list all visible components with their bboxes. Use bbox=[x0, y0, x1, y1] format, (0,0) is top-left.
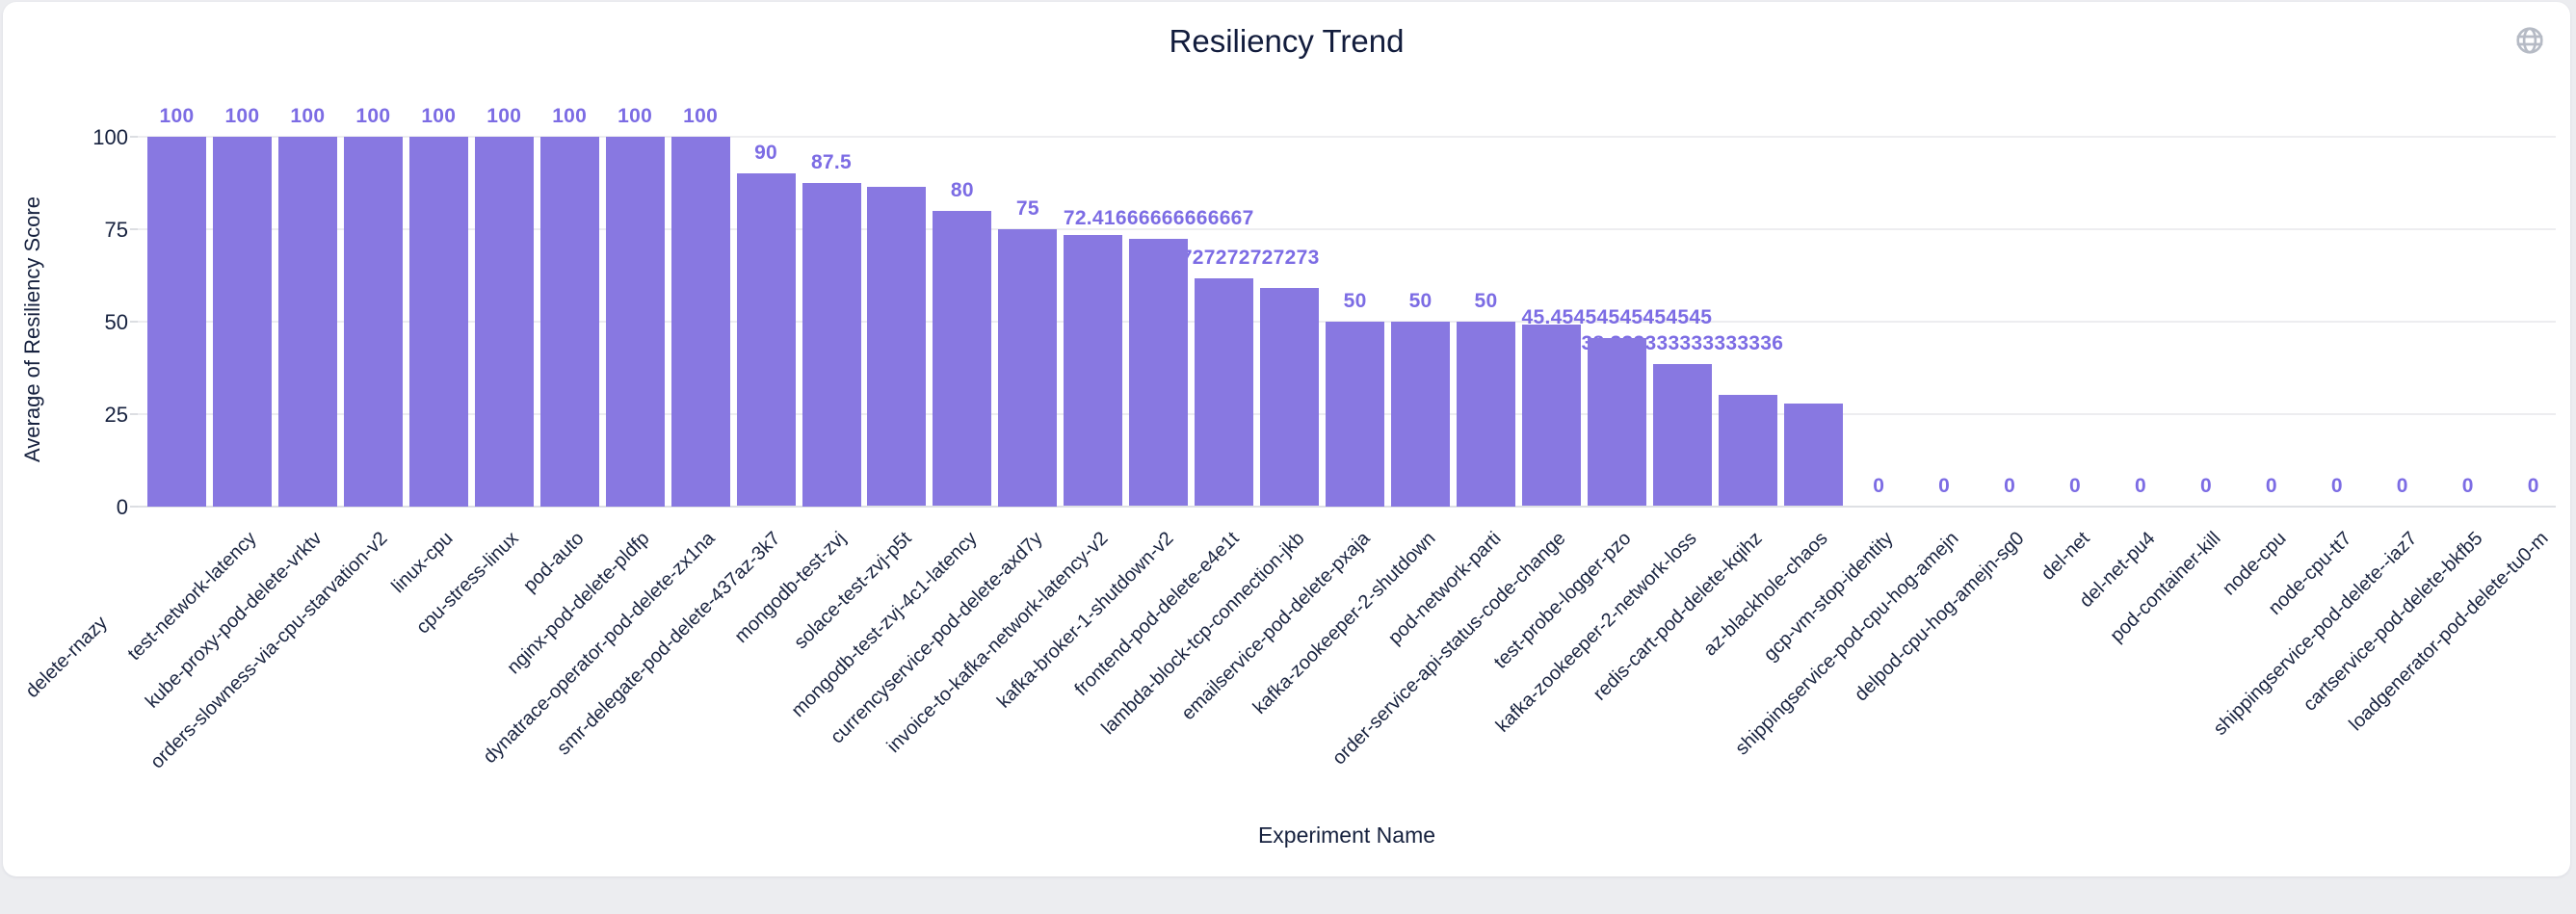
bar[interactable] bbox=[867, 187, 927, 507]
bar[interactable] bbox=[605, 137, 665, 507]
bar[interactable] bbox=[539, 137, 599, 507]
bar-value-label: 100 bbox=[486, 105, 522, 127]
bar-value-label: 75 bbox=[1015, 196, 1039, 220]
gridline bbox=[138, 227, 2556, 230]
y-tick-mark bbox=[130, 136, 138, 138]
bar-value-label: 100 bbox=[290, 105, 326, 127]
y-axis-tick-label: 100 bbox=[92, 125, 128, 149]
bar[interactable] bbox=[933, 210, 992, 507]
bar-value-label: 0 bbox=[2265, 474, 2277, 497]
bar-value-label: 100 bbox=[355, 105, 391, 127]
bar[interactable] bbox=[1521, 325, 1581, 507]
bar-value-label: 100 bbox=[421, 105, 457, 127]
bar-value-label: 80 bbox=[950, 178, 974, 201]
bar[interactable] bbox=[1326, 321, 1385, 507]
bar[interactable] bbox=[1129, 238, 1189, 507]
bar[interactable] bbox=[1718, 395, 1777, 507]
bar[interactable] bbox=[1652, 364, 1712, 507]
chart-title: Resiliency Trend bbox=[1169, 23, 1405, 59]
bar-value-label: 50 bbox=[1408, 289, 1433, 312]
bar-value-label: 100 bbox=[683, 105, 719, 127]
bar[interactable] bbox=[147, 137, 206, 507]
bar[interactable] bbox=[670, 137, 730, 507]
y-tick-mark bbox=[130, 227, 138, 230]
x-axis-title: Experiment Name bbox=[1257, 823, 1436, 848]
bar-value-label: 0 bbox=[2069, 474, 2082, 497]
chart-card: Resiliency Trend Average of Resiliency S… bbox=[3, 2, 2570, 876]
bar-value-label: 0 bbox=[2330, 474, 2343, 497]
bar-value-label: 0 bbox=[2199, 474, 2212, 497]
bar[interactable] bbox=[1391, 321, 1451, 507]
bar[interactable] bbox=[474, 137, 534, 507]
bar[interactable] bbox=[1783, 403, 1843, 507]
y-axis-tick-label: 25 bbox=[104, 402, 128, 427]
y-tick-mark bbox=[130, 505, 138, 508]
bar-value-label: 0 bbox=[2004, 474, 2016, 497]
bar[interactable] bbox=[736, 173, 796, 507]
bar-value-label: 0 bbox=[1938, 474, 1951, 497]
bar-value-label: 38.333333333333336 bbox=[1581, 332, 1784, 355]
bar-value-label: 0 bbox=[1873, 474, 1885, 497]
bar[interactable] bbox=[1457, 321, 1515, 507]
globe-icon[interactable] bbox=[2514, 25, 2545, 56]
bar-value-label: 100 bbox=[618, 105, 653, 127]
bar-value-label: 100 bbox=[224, 105, 260, 127]
bar[interactable] bbox=[1195, 277, 1254, 507]
bar-value-label: 90 bbox=[754, 142, 778, 165]
bar[interactable] bbox=[408, 137, 468, 507]
bar[interactable] bbox=[1064, 235, 1123, 507]
bar[interactable] bbox=[998, 228, 1058, 507]
y-axis-title: Average of Resiliency Score bbox=[20, 196, 44, 462]
bar-value-label: 0 bbox=[2135, 474, 2146, 497]
bar-value-label: 50 bbox=[1343, 289, 1367, 312]
bar-value-label: 61.72727272727273 bbox=[1128, 246, 1320, 269]
bar-value-label: 0 bbox=[2461, 474, 2474, 497]
bar[interactable] bbox=[1260, 287, 1320, 507]
y-tick-mark bbox=[130, 412, 138, 415]
bar[interactable] bbox=[1587, 338, 1646, 507]
y-axis-tick-label: 75 bbox=[104, 217, 128, 242]
bar[interactable] bbox=[802, 182, 861, 507]
bar-value-label: 87.5 bbox=[810, 150, 853, 173]
y-tick-mark bbox=[130, 320, 138, 323]
gridline bbox=[138, 136, 2556, 138]
bar[interactable] bbox=[343, 137, 403, 507]
x-axis-line bbox=[138, 505, 2556, 508]
bar-value-label: 45.45454545454545 bbox=[1521, 306, 1713, 329]
bar-value-label: 0 bbox=[2527, 474, 2539, 497]
bar-chart-plot-area: Average of Resiliency Score Experiment N… bbox=[3, 2, 2576, 884]
bar-value-label: 72.41666666666667 bbox=[1063, 206, 1254, 229]
y-axis-tick-label: 0 bbox=[116, 494, 128, 519]
bar-value-label: 50 bbox=[1474, 289, 1498, 312]
bar-value-label: 100 bbox=[552, 105, 588, 127]
bar[interactable] bbox=[277, 137, 337, 507]
bar-value-label: 100 bbox=[159, 105, 195, 127]
bar-value-label: 0 bbox=[2396, 474, 2408, 497]
y-axis-tick-label: 50 bbox=[104, 309, 128, 334]
bar[interactable] bbox=[212, 137, 272, 507]
